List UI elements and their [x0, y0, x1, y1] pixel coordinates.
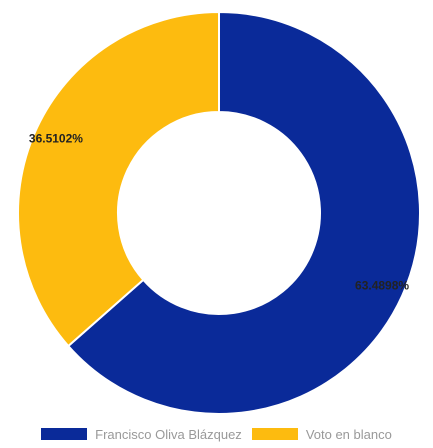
legend-swatch-francisco-oliva-blazquez — [41, 428, 87, 440]
legend-label-voto-en-blanco: Voto en blanco — [306, 427, 392, 442]
legend-label-francisco-oliva-blazquez: Francisco Oliva Blázquez — [95, 427, 242, 442]
data-label-voto-en-blanco: 36.5102% — [29, 132, 83, 146]
slice-voto-en-blanco[interactable] — [18, 12, 219, 346]
legend-swatch-voto-en-blanco — [252, 428, 298, 440]
legend-item-francisco-oliva-blazquez[interactable]: Francisco Oliva Blázquez — [41, 427, 242, 442]
legend: Francisco Oliva Blázquez Voto en blanco — [0, 424, 433, 444]
data-label-francisco-oliva-blazquez: 63.4898% — [355, 279, 409, 293]
slices-group — [18, 12, 420, 414]
donut-chart-svg: 63.4898% 36.5102% — [0, 0, 433, 420]
legend-item-voto-en-blanco[interactable]: Voto en blanco — [252, 427, 392, 442]
